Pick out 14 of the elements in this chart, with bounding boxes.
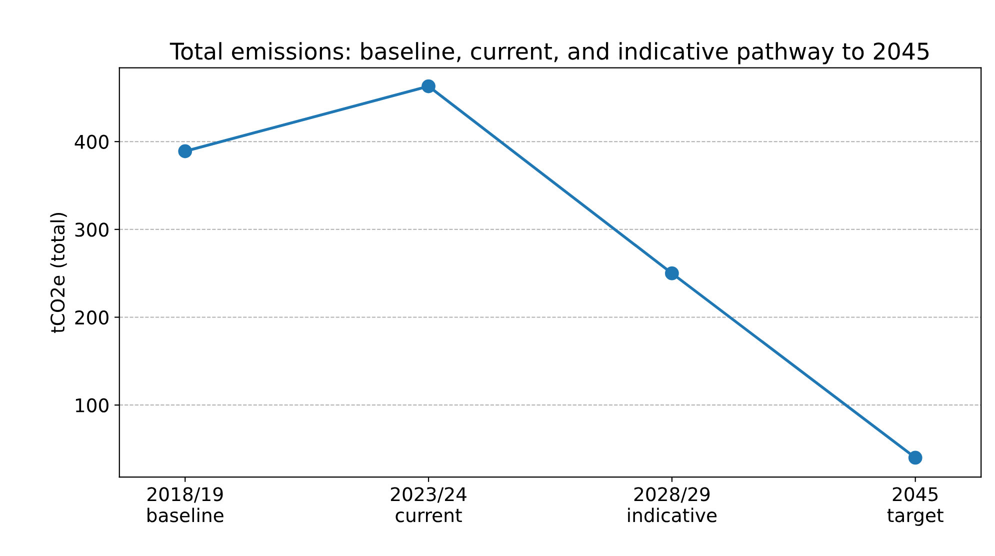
y-tick-label: 100 — [76, 398, 108, 412]
x-tick-label: 2023/24 current — [390, 487, 466, 522]
chart-title: Total emissions: baseline, current, and indicative pathway to 2045 — [170, 42, 929, 64]
point — [908, 450, 922, 465]
x-tick-label: 2028/29 indicative — [628, 487, 717, 522]
y-axis-title: tCO2e (total) — [50, 212, 67, 334]
y-tick-label: 400 — [74, 134, 108, 149]
point — [422, 79, 436, 94]
x-tick-label: 2045 target — [887, 487, 944, 526]
point — [178, 144, 192, 158]
y-tick-label: 200 — [75, 310, 108, 325]
point — [664, 266, 679, 280]
x-tick-label: 2018/19 baseline — [148, 487, 224, 522]
y-tick-label: 300 — [75, 222, 108, 237]
